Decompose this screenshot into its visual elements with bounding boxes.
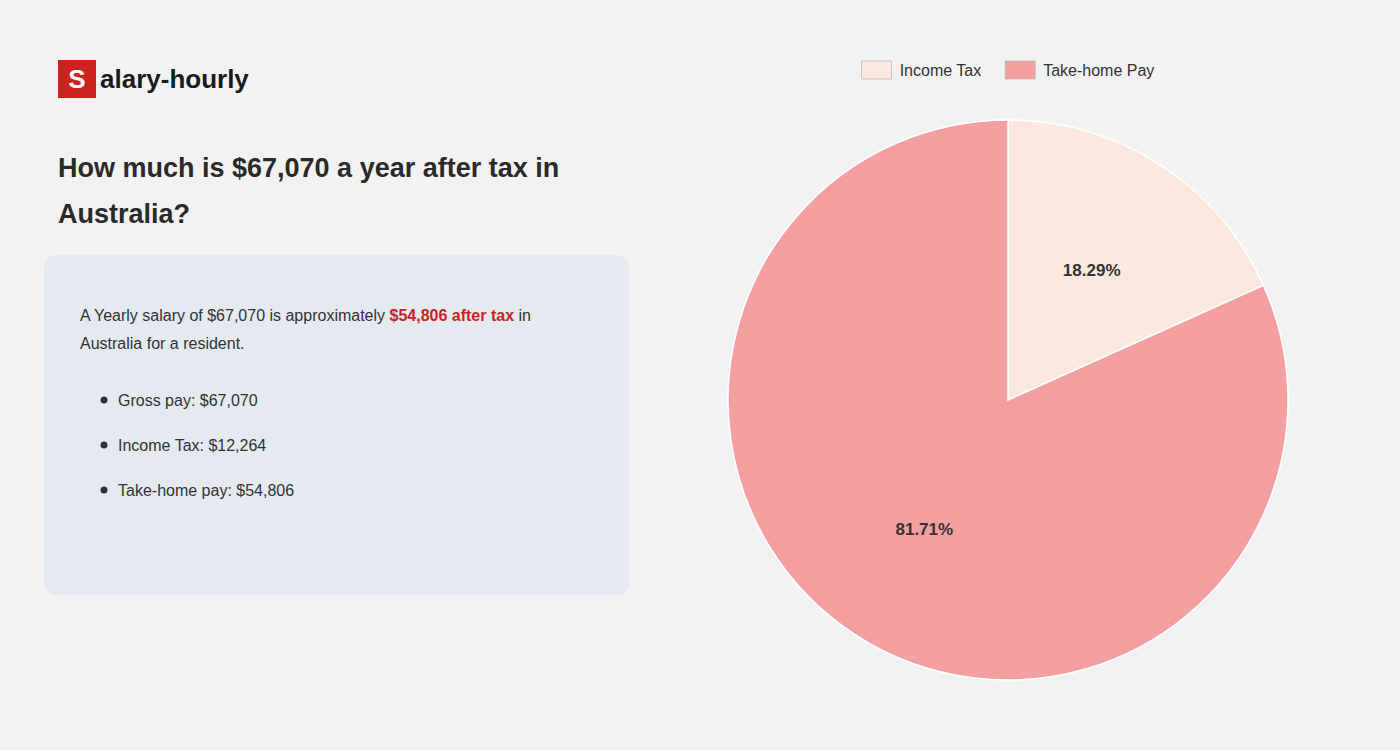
logo-box (58, 60, 96, 98)
info-text: Australia for a resident. (80, 335, 245, 352)
info-text: in (514, 307, 531, 324)
data-labels: 18.29% 81.71% (895, 261, 1120, 539)
info-highlight: $54,806 after tax (390, 307, 515, 324)
pie (728, 120, 1288, 680)
legend-label: Income Tax (900, 62, 982, 79)
bullet-text: Income Tax: $12,264 (118, 437, 266, 454)
bullet-text: Take-home pay: $54,806 (118, 482, 294, 499)
chart: Salary-hourly How much is $67,070 a year … (0, 0, 1400, 750)
bullet-text: Gross pay: $67,070 (118, 392, 258, 409)
info-line: A Yearly salary of $67,070 is approximat… (80, 307, 531, 324)
title: Australia? (58, 199, 190, 229)
legend-swatch (862, 61, 892, 79)
data-label: 81.71% (895, 520, 953, 539)
title: How much is $67,070 a year after tax in (58, 153, 559, 183)
logo-letter: S (68, 64, 85, 94)
info-panel: Salary-hourly How much is $67,070 a year … (44, 60, 629, 595)
legend-item: Income Tax (862, 61, 982, 79)
pie-slice (728, 120, 1288, 680)
legend-item: Take-home Pay (1005, 61, 1154, 79)
info-text: A Yearly salary of $67,070 is approximat… (80, 307, 390, 324)
logo-text: alary-hourly (100, 64, 249, 94)
bullet (101, 487, 108, 494)
legend: Income Tax Take-home Pay (862, 61, 1155, 79)
legend-swatch (1005, 61, 1035, 79)
legend-label: Take-home Pay (1043, 62, 1154, 79)
bullet (101, 442, 108, 449)
background (0, 0, 1400, 750)
bullet (101, 397, 108, 404)
info-box (44, 255, 629, 595)
data-label: 18.29% (1063, 261, 1121, 280)
